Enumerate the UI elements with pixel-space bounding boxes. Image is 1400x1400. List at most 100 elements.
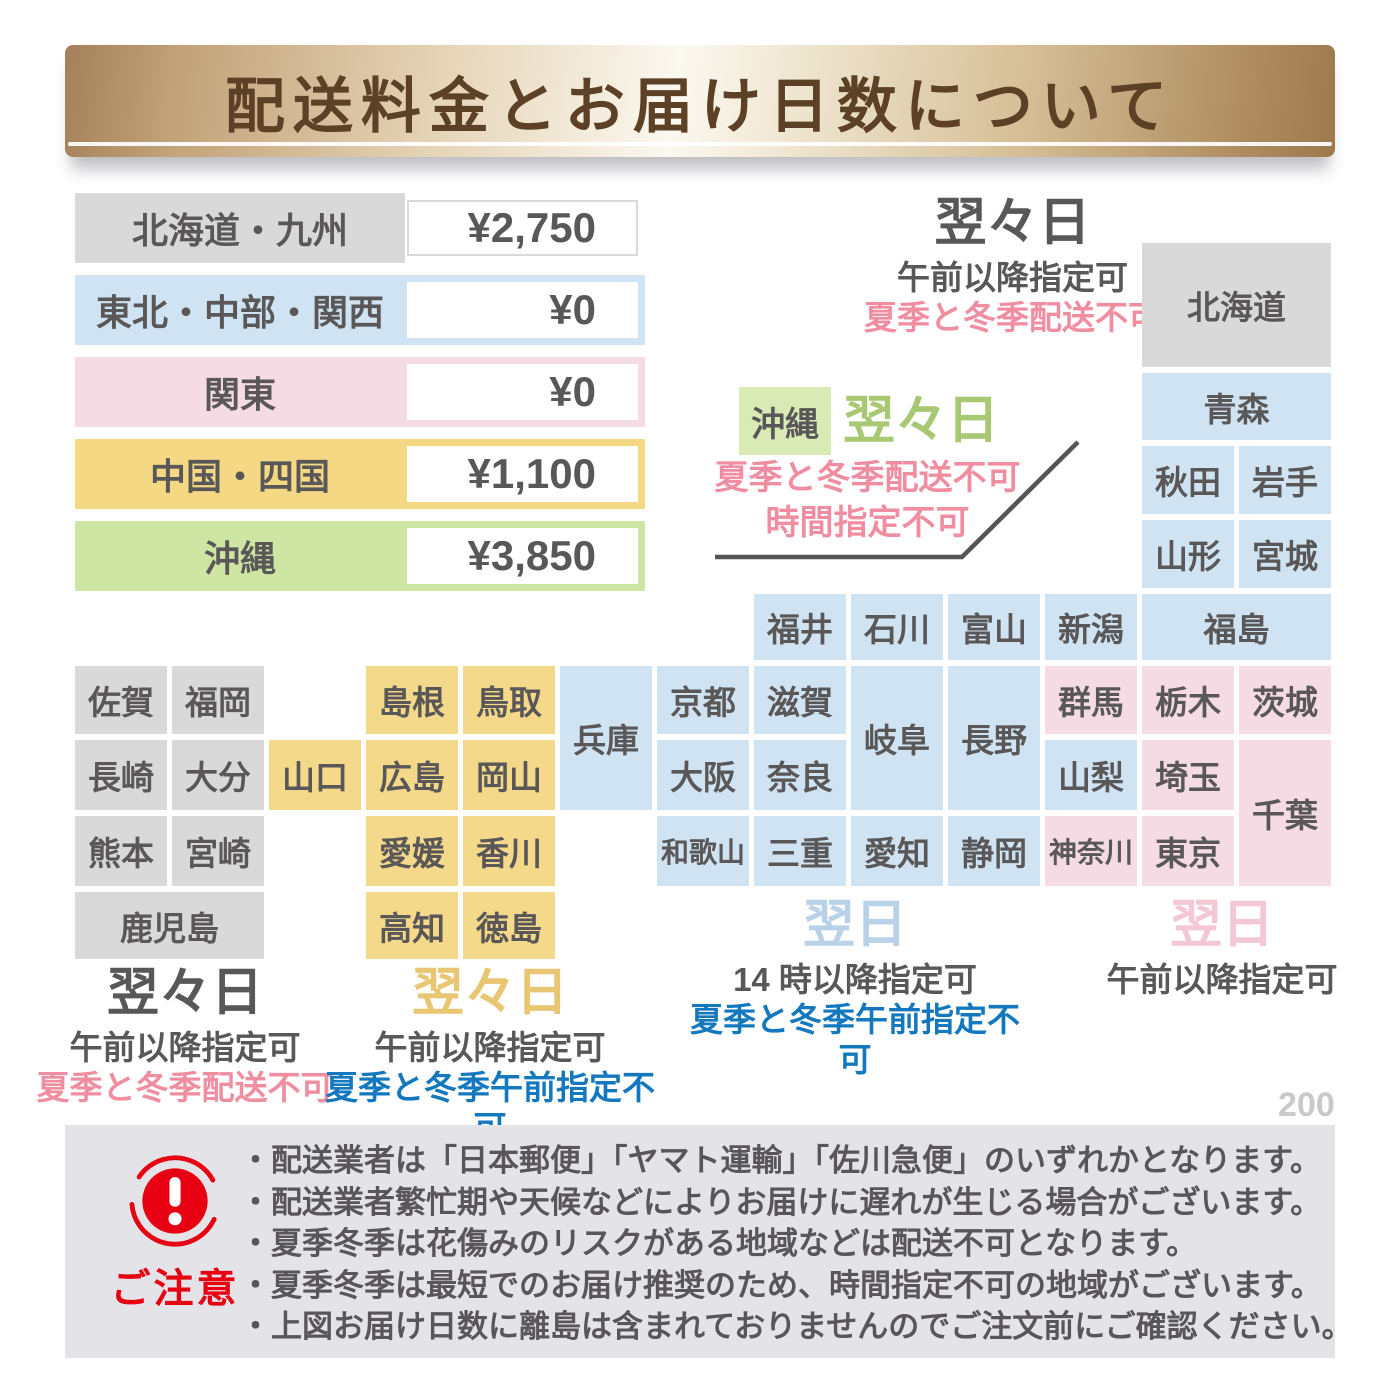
delivery-day-label: 翌々日 [411, 964, 568, 1022]
map-tile: 愛媛 [366, 816, 458, 886]
map-tile: 大阪 [657, 740, 749, 810]
map-tile: 茨城 [1239, 666, 1331, 734]
map-tile: 岩手 [1239, 446, 1331, 514]
map-tile: 北海道 [1142, 243, 1331, 367]
fee-row: 北海道・九州 ¥2,750 [75, 193, 645, 263]
fee-row: 関東 ¥0 [75, 357, 645, 427]
map-tile: 奈良 [754, 740, 846, 810]
map-tile: 埼玉 [1142, 740, 1234, 810]
fee-region-label: 中国・四国 [149, 456, 330, 497]
map-tile: 三重 [754, 816, 846, 886]
map-tile: 佐賀 [75, 666, 167, 734]
notice-item: ・配送業者繁忙期や天候などによりお届けに遅れが生じる場合がございます。 [240, 1184, 1322, 1220]
okinawa-divider-line [715, 440, 1080, 560]
title-banner: 配送料金とお届け日数について [65, 45, 1335, 157]
notice-item: ・夏季冬季は最短でのお届け推奨のため、時間指定不可の地域がございます。 [240, 1267, 1322, 1303]
annotation-two-days-kyushu: 翌々日 午前以降指定可 夏季と冬季配送不可 [20, 964, 350, 1108]
delivery-note: 午前以降指定可 [897, 259, 1128, 296]
delivery-warning: 時間指定不可 [765, 504, 970, 542]
annotation-okinawa: 夏季と冬季配送不可 時間指定不可 [700, 456, 1035, 546]
map-tile: 徳島 [463, 892, 555, 959]
map-tile: 広島 [366, 740, 458, 810]
notice-list: ・配送業者は「日本郵便」「ヤマト運輸」「佐川急便」のいずれかとなります。 ・配送… [240, 1140, 1353, 1348]
fee-region-label: 東北・中部・関西 [95, 292, 384, 333]
delivery-day-label: 翌々日 [843, 392, 1000, 450]
fee-price: ¥0 [407, 282, 638, 338]
map-tile: 山形 [1142, 520, 1234, 588]
map-tile: 愛知 [851, 816, 943, 886]
map-tile: 石川 [851, 594, 943, 660]
map-tile: 新潟 [1045, 594, 1137, 660]
map-tile-okinawa: 沖縄 [739, 387, 831, 455]
notice-item: ・上図お届け日数に離島は含まれておりませんのでご注文前にご確認ください。 [240, 1309, 1353, 1344]
map-tile: 青森 [1142, 373, 1331, 440]
fee-row: 東北・中部・関西 ¥0 [75, 275, 645, 345]
delivery-warning: 夏季と冬季配送不可 [714, 459, 1021, 497]
map-tile: 京都 [657, 666, 749, 734]
fee-price: ¥0 [407, 364, 638, 420]
map-tile: 高知 [366, 892, 458, 959]
map-tile: 島根 [366, 666, 458, 734]
map-tile: 宮崎 [172, 816, 264, 886]
map-tile: 鹿児島 [75, 892, 264, 959]
fee-row: 中国・四国 ¥1,100 [75, 439, 645, 509]
map-tile: 長崎 [75, 740, 167, 810]
notice-box: ご注意 ・配送業者は「日本郵便」「ヤマト運輸」「佐川急便」のいずれかとなります。… [65, 1125, 1353, 1358]
annotation-next-day-kanto: 翌日 午前以降指定可 [1057, 896, 1387, 1000]
map-tile: 長野 [948, 666, 1040, 810]
map-tile: 福岡 [172, 666, 264, 734]
map-tile: 富山 [948, 594, 1040, 660]
delivery-day-label: 翌々日 [106, 964, 263, 1022]
map-tile: 熊本 [75, 816, 167, 886]
map-tile: 宮城 [1239, 520, 1331, 588]
fee-region-label: 沖縄 [203, 538, 276, 579]
fee-region-label: 北海道・九州 [75, 193, 405, 263]
map-tile: 福井 [754, 594, 846, 660]
map-tile: 秋田 [1142, 446, 1234, 514]
page-number: 200 [1278, 1086, 1335, 1124]
fee-price: ¥2,750 [407, 200, 638, 256]
map-tile: 東京 [1142, 816, 1234, 886]
caution-block: ご注意 [95, 1153, 255, 1314]
map-tile: 山梨 [1045, 740, 1137, 810]
alert-exclamation-icon [129, 1155, 221, 1247]
map-tile: 千葉 [1239, 740, 1331, 886]
fee-price: ¥3,850 [407, 528, 638, 584]
fee-row: 沖縄 ¥3,850 [75, 521, 645, 591]
notice-item: ・夏季冬季は花傷みのリスクがある地域などは配送不可となります。 [240, 1226, 1197, 1261]
map-tile: 山口 [269, 740, 361, 810]
annotation-hokkaido: 翌々日 午前以降指定可 夏季と冬季配送不可 [845, 194, 1180, 338]
map-tile: 鳥取 [463, 666, 555, 734]
annotation-two-days-chugoku: 翌々日 午前以降指定可 夏季と冬季午前指定不可 [325, 964, 655, 1148]
delivery-note: 14 時以降指定可 [733, 961, 977, 998]
map-tile: 神奈川 [1045, 816, 1137, 886]
delivery-day-label: 翌々日 [934, 194, 1091, 252]
map-tile: 兵庫 [560, 666, 652, 810]
map-tile: 福島 [1142, 594, 1331, 660]
map-tile: 大分 [172, 740, 264, 810]
delivery-day-label: 翌日 [1169, 896, 1274, 954]
map-tile: 滋賀 [754, 666, 846, 734]
delivery-note: 午前以降指定可 [69, 1029, 301, 1066]
delivery-day-label: 翌日 [802, 896, 907, 954]
japan-map: 北海道 青森 秋田 岩手 山形 宮城 福井 石川 富山 新潟 福島 佐賀 福岡 … [75, 243, 1331, 959]
notice-item: ・配送業者は「日本郵便」「ヤマト運輸」「佐川急便」のいずれかとなります。 [240, 1143, 1321, 1178]
caution-label: ご注意 [110, 1267, 240, 1311]
delivery-note: 午前以降指定可 [1106, 961, 1338, 998]
fee-region-label: 関東 [203, 374, 276, 415]
fee-price: ¥1,100 [407, 446, 638, 502]
fee-table: 北海道・九州 ¥2,750 東北・中部・関西 ¥0 関東 ¥0 中国・四国 ¥1… [75, 193, 645, 603]
delivery-note: 午前以降指定可 [374, 1029, 606, 1066]
map-tile: 岡山 [463, 740, 555, 810]
delivery-warning: 夏季と冬季配送不可 [36, 1069, 334, 1106]
page-title: 配送料金とお届け日数について [224, 73, 1176, 140]
map-tile: 香川 [463, 816, 555, 886]
map-tile: 岐阜 [851, 666, 943, 810]
map-tile: 群馬 [1045, 666, 1137, 734]
map-tile: 栃木 [1142, 666, 1234, 734]
delivery-warning: 夏季と冬季配送不可 [864, 299, 1161, 336]
map-tile: 和歌山 [657, 816, 749, 886]
annotation-next-day-central: 翌日 14 時以降指定可 夏季と冬季午前指定不可 [690, 896, 1020, 1080]
delivery-warning: 夏季と冬季午前指定不可 [690, 1001, 1020, 1078]
